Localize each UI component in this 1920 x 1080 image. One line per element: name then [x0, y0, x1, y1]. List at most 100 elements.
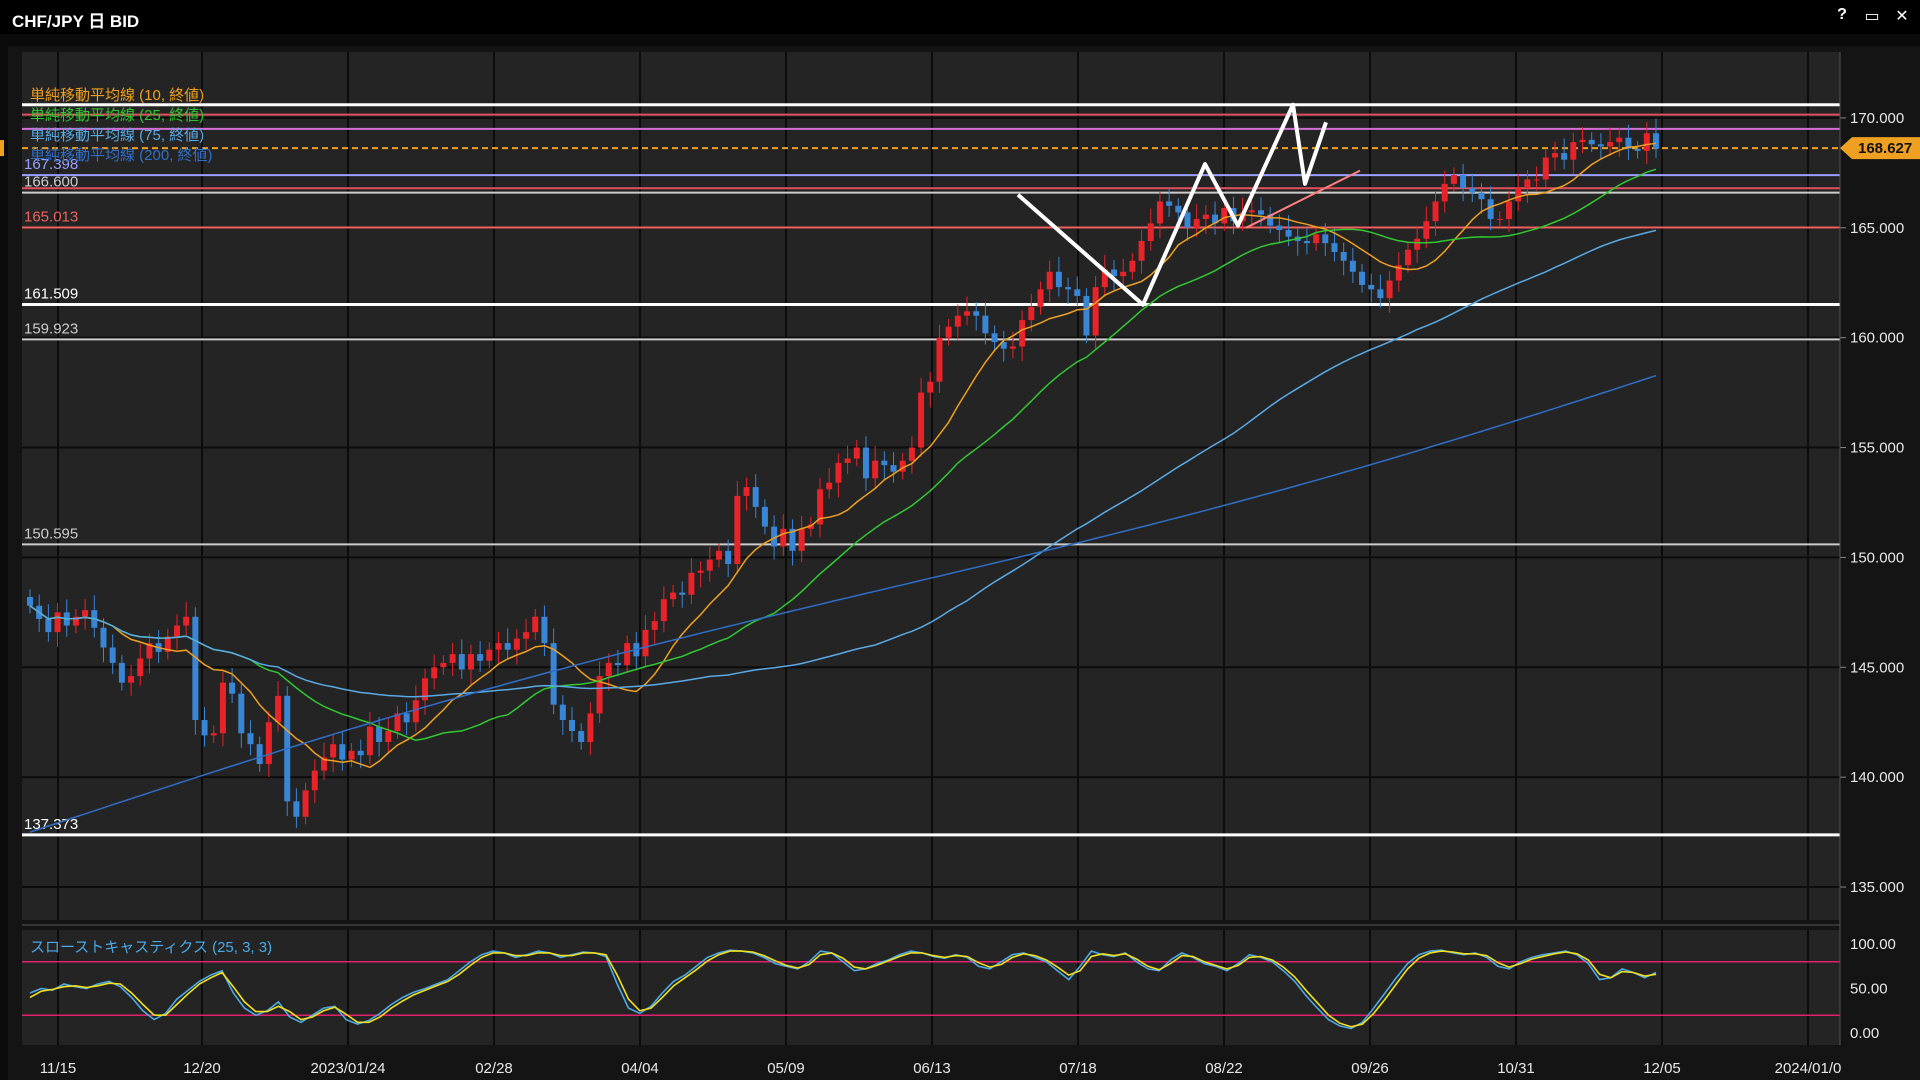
candle-body: [964, 311, 971, 316]
x-axis-label: 11/15: [40, 1060, 76, 1077]
candle-body: [45, 618, 52, 633]
candle-body: [1065, 287, 1072, 290]
price-level-label: 166.600: [24, 174, 78, 191]
window-title: CHF/JPY 日 BID: [12, 12, 140, 31]
y-axis-label: 140.000: [1850, 769, 1904, 786]
candle-body: [688, 572, 695, 595]
candle-body: [1524, 179, 1531, 189]
candle-body: [1074, 289, 1081, 296]
indicator-legend-item: 単純移動平均線 (75, 終値): [30, 127, 204, 144]
candle-body: [826, 482, 833, 490]
candle-body: [743, 487, 750, 496]
candle-body: [1303, 240, 1310, 244]
candle-body: [238, 693, 245, 734]
candle-body: [890, 465, 897, 472]
candle-body: [1496, 219, 1503, 221]
candle-body: [1469, 188, 1476, 193]
help-button[interactable]: ?: [1837, 6, 1847, 23]
candle-body: [1570, 142, 1577, 160]
candle-body: [385, 731, 392, 743]
candle-body: [1533, 179, 1540, 181]
x-axis-label: 12/20: [183, 1060, 221, 1077]
x-axis-label: 04/04: [621, 1060, 659, 1077]
candle-body: [973, 311, 980, 316]
y-axis-label: 145.000: [1850, 659, 1904, 676]
candle-body: [817, 489, 824, 525]
maximize-button[interactable]: ▭: [1864, 8, 1880, 25]
candle-body: [945, 326, 952, 338]
candle-body: [651, 621, 658, 630]
candle-body: [275, 695, 282, 723]
candle-body: [100, 627, 107, 648]
candle-body: [780, 528, 787, 547]
candle-body: [559, 704, 566, 721]
price-level-label: 165.013: [24, 209, 78, 226]
candle-body: [403, 713, 410, 723]
candle-body: [761, 506, 768, 527]
indicator-legend-item: 単純移動平均線 (200, 終値): [30, 147, 213, 164]
candle-body: [495, 643, 502, 650]
candle-body: [569, 720, 575, 732]
candle-body: [798, 528, 805, 551]
candle-body: [1450, 175, 1457, 184]
candle-body: [146, 643, 153, 659]
candle-body: [1588, 139, 1595, 145]
candle-body: [1404, 249, 1411, 266]
drawn-pattern-line: [1016, 102, 1328, 307]
close-button[interactable]: ✕: [1895, 8, 1909, 25]
candle-body: [706, 559, 713, 571]
candle-body: [1092, 287, 1099, 336]
candle-body: [642, 629, 649, 657]
candle-body: [1349, 260, 1356, 272]
y-axis-label: 170.000: [1850, 110, 1904, 127]
candle-body: [1257, 210, 1264, 215]
candle-body: [1386, 280, 1393, 299]
candle-body: [725, 550, 732, 565]
candle-body: [1166, 201, 1173, 206]
price-level-label: 167.398: [24, 156, 78, 173]
candle-body: [1037, 289, 1044, 307]
candle-body: [881, 460, 888, 466]
candle-body: [320, 757, 327, 771]
candle-body: [1634, 148, 1641, 151]
candle-body: [1368, 284, 1375, 290]
stoch-y-axis-label: 0.00: [1850, 1025, 1879, 1042]
candle-body: [1193, 219, 1200, 228]
x-axis-label: 05/09: [767, 1060, 805, 1077]
candle-body: [1506, 201, 1513, 220]
candle-body: [1202, 214, 1209, 220]
trend-line: [1245, 169, 1361, 229]
window-titlebar: CHF/JPY 日 BID ? ▭ ✕: [0, 0, 1920, 34]
x-axis-label: 2023/01/24: [310, 1060, 385, 1077]
candle-body: [1120, 271, 1127, 277]
candle-body: [624, 643, 631, 666]
indicator-legend-item: 単純移動平均線 (25, 終値): [30, 107, 204, 124]
window-controls: ? ▭ ✕: [1834, 6, 1910, 26]
candle-body: [1340, 251, 1347, 261]
candle-body: [431, 667, 438, 679]
candle-body: [201, 720, 208, 736]
candle-body: [1184, 212, 1191, 228]
candle-body: [458, 654, 465, 670]
candle-body: [1653, 133, 1659, 149]
candle-body: [219, 682, 226, 734]
candle-body: [137, 658, 144, 677]
candle-body: [752, 487, 759, 507]
sma-75-line: [29, 229, 1657, 698]
candle-body: [1101, 269, 1108, 288]
candle-body: [229, 682, 236, 694]
candle-body: [1331, 243, 1338, 252]
candle-body: [1561, 153, 1568, 160]
candle-body: [835, 462, 842, 483]
sma-200-line: [29, 374, 1657, 833]
candle-body: [1487, 199, 1494, 220]
candle-body: [908, 447, 915, 461]
candle-body: [467, 654, 474, 670]
candle-body: [734, 495, 741, 565]
candle-body: [532, 616, 539, 633]
y-axis-label: 155.000: [1850, 440, 1904, 457]
x-axis-label: 12/05: [1643, 1060, 1681, 1077]
candle-body: [1460, 175, 1467, 189]
x-axis-label: 02/28: [475, 1060, 513, 1077]
